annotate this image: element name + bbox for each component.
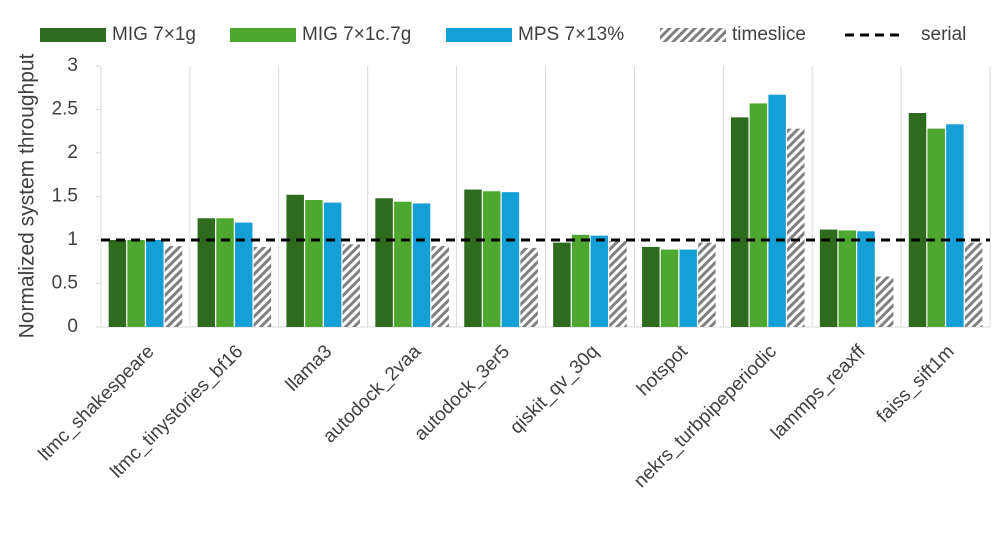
bar [375, 198, 393, 327]
bar [679, 249, 697, 327]
y-axis-label: Normalized system throughput [16, 53, 39, 338]
bar [571, 234, 590, 327]
legend-swatch [446, 28, 512, 42]
bar [730, 117, 749, 327]
bar [342, 244, 361, 327]
bar [197, 218, 216, 327]
legend-swatch [40, 28, 106, 42]
bar [857, 231, 875, 327]
y-tick-label: 1 [67, 229, 78, 250]
x-tick-label: qiskit_qv_30q [506, 341, 603, 438]
bar [394, 201, 412, 327]
bar [768, 94, 786, 328]
bar [642, 246, 660, 327]
bar [253, 246, 272, 327]
x-tick-label: faiss_sift1m [873, 341, 959, 427]
y-tick-label: 1.5 [52, 186, 78, 207]
bar [431, 246, 449, 327]
y-tick-label: 2.5 [52, 99, 78, 120]
bar [501, 192, 520, 327]
legend-swatch [230, 28, 296, 42]
legend-label: timeslice [732, 24, 806, 45]
x-tick-label: nekrs_turbpipeperiodic [630, 341, 781, 492]
bar [964, 242, 983, 327]
bar [464, 189, 482, 327]
bar [927, 128, 945, 327]
bar [590, 235, 609, 327]
bar [819, 229, 838, 327]
x-tick-label: hotspot [633, 341, 692, 400]
bar [323, 202, 342, 327]
bar [698, 242, 716, 327]
legend-swatch [660, 28, 726, 42]
bar [164, 246, 183, 327]
x-tick-label: autodock_3er5 [410, 341, 514, 445]
legend-label: MIG 7×1g [112, 24, 196, 45]
bar [234, 222, 253, 327]
bar [146, 240, 164, 327]
bar [127, 240, 145, 327]
x-tick-label: lammps_reaxff [767, 341, 870, 444]
bar [305, 199, 323, 327]
y-tick-label: 2 [67, 142, 78, 163]
bar [216, 218, 234, 327]
bar [412, 203, 431, 327]
y-tick-label: 3 [67, 55, 78, 76]
x-tick-label: llama3 [282, 341, 336, 395]
bar [286, 194, 304, 327]
bar [908, 112, 927, 327]
bar [946, 124, 964, 327]
legend-label: MPS 7×13% [518, 24, 624, 45]
bar [609, 240, 627, 327]
legend-label: serial [921, 24, 966, 45]
bar [520, 247, 538, 327]
y-tick-label: 0 [67, 316, 78, 337]
bar [660, 249, 679, 327]
bar [108, 240, 127, 327]
bar [787, 128, 805, 327]
y-tick-label: 0.5 [52, 273, 78, 294]
bar [553, 242, 571, 327]
legend-label: MIG 7×1c.7g [302, 24, 411, 45]
bar [749, 103, 768, 327]
bar [838, 230, 857, 327]
bar [875, 276, 894, 327]
bar [482, 191, 501, 327]
